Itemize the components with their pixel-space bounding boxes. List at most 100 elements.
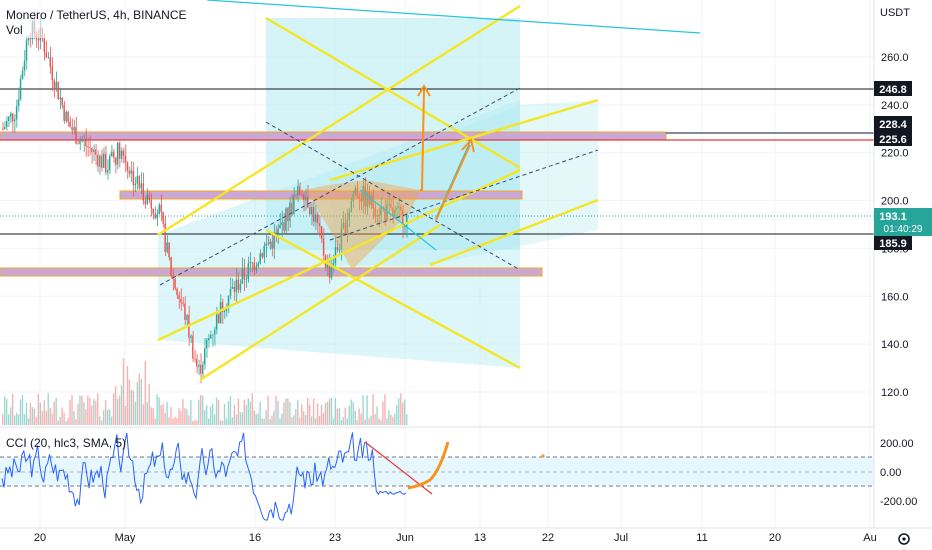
volume-bar [162,403,164,425]
channel-line-4 [265,228,521,370]
currency-label: USDT [880,7,910,19]
candle-body [146,194,148,205]
price-tag-value: 228.4 [879,119,907,131]
volume-label[interactable]: Vol [6,23,23,37]
price-label: 240.0 [881,100,909,112]
candle-body [81,140,83,142]
volume-bar [146,401,148,425]
volume-bar [188,415,190,425]
candle-body [114,157,117,165]
volume-bar [217,400,220,425]
candle-body [251,262,253,264]
volume-bar [235,414,238,425]
candle-body [281,222,283,225]
volume-bar [87,395,89,425]
legend-backdrop [2,6,208,38]
volume-bar [3,396,6,425]
volume-bar [340,420,343,425]
volume-bar [91,405,93,425]
price-tag-value: 225.6 [879,134,907,146]
candle-body [261,253,263,258]
candle-body [205,340,208,349]
candle-body [5,121,8,128]
volume-bar [140,379,143,425]
volume-bar [293,415,295,425]
candle-body [217,314,220,324]
cci-projection [407,441,450,490]
volume-bar [336,408,339,425]
gear-icon[interactable] [898,533,910,545]
volume-bar [348,405,350,425]
volume-bar [267,395,269,425]
candle-body [318,223,321,227]
candle-body [303,194,305,201]
time-axis-labels: 20 May 16 23 Jun 13 22 Jul 11 20 Au [34,532,877,544]
candle-body [126,162,129,171]
candle-body [124,155,127,163]
volume-bar [108,409,111,425]
volume-bar [158,397,160,425]
volume-bar [136,381,139,425]
volume-bar [124,406,127,425]
candle-body [37,38,40,41]
volume-bar [295,408,297,425]
volume-bar [301,404,303,425]
cyan-wedge-line [359,189,437,251]
candle-body [148,194,150,201]
volume-bar [204,410,206,425]
candle-body [263,245,265,258]
volume-bar [273,411,275,425]
candle-body [245,279,247,280]
candle-body [269,241,271,245]
candle-body [19,78,22,100]
dashed-trendlines [159,87,599,286]
volume-bar [352,402,354,425]
price-tag-bg [874,235,912,250]
volume-bar [380,420,382,425]
volume-bar [312,398,315,425]
volume-bar [308,404,311,425]
candle-body [89,147,91,148]
volume-bar [362,395,364,425]
candle-body [354,188,356,194]
volume-bar [21,395,24,425]
symbol-title[interactable]: Monero / TetherUS, 4h, BINANCE [6,8,187,22]
yellow-channels [157,4,599,382]
volume-bar [110,416,113,425]
time-label: Jun [396,532,414,544]
volume-bar [342,417,345,425]
cci-label[interactable]: CCI (20, hlc3, SMA, 5) [6,436,126,450]
candle-body [55,81,57,90]
volume-bar [314,418,317,425]
volume-bar [404,399,406,425]
volume-bar [249,401,251,425]
volume-bar [33,408,36,425]
candle-body [184,303,186,320]
volume-bar [71,394,73,425]
price-tags: 246.8 228.4 225.6 185.9 [874,81,912,250]
candle-body [221,301,224,313]
volume-bar [289,402,291,425]
time-label: 20 [769,532,781,544]
time-label: 22 [542,532,554,544]
volume-bar [396,404,398,425]
candle-body [25,40,28,61]
volume-bar [394,413,396,425]
channel-line-3 [265,16,521,170]
volume-bar [229,396,232,425]
grid [0,0,874,528]
volume-bar [9,407,12,425]
candle-body [176,288,178,296]
candle-body [372,195,374,209]
volume-bar [237,398,240,425]
time-label: 23 [329,532,341,544]
candle-body [235,279,238,292]
volume-bar [19,399,22,425]
volume-bar [81,395,83,425]
candle-body [120,150,123,159]
candle-body [15,106,18,120]
volume-bar [406,414,408,425]
volume-bar [190,399,192,425]
volume-bar [39,403,42,425]
